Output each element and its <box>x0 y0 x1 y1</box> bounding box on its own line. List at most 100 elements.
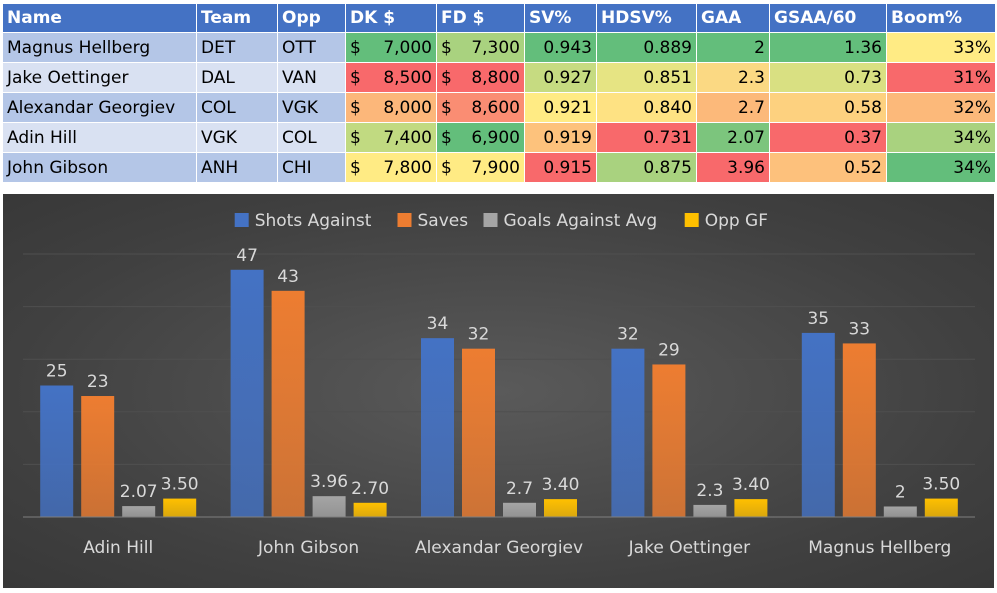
cell-team: COL <box>196 92 278 123</box>
cell-dk: $7,400 <box>345 122 437 153</box>
cell-opp: CHI <box>277 152 346 183</box>
data-label: 2.3 <box>696 481 723 501</box>
legend-swatch <box>397 213 412 227</box>
cell-boom: 32% <box>886 92 996 123</box>
cell-dk: $7,800 <box>345 152 437 183</box>
cell-team: DAL <box>196 62 278 93</box>
cell-team: ANH <box>196 152 278 183</box>
bar <box>734 499 768 517</box>
bar <box>40 385 74 517</box>
bar <box>81 396 115 517</box>
bar <box>801 332 835 517</box>
salary-value: 8,500 <box>383 67 432 88</box>
cell-fd: $8,600 <box>436 92 525 123</box>
data-label: 3.40 <box>732 475 770 495</box>
header-gsaa60: GSAA/60 <box>769 3 887 33</box>
category-label: John Gibson <box>257 538 359 558</box>
bar <box>312 496 346 517</box>
salary-value: 7,800 <box>383 157 432 178</box>
data-label: 33 <box>848 319 870 339</box>
table-row: Magnus Hellberg DET OTT $7,000 $7,300 0.943 0.… <box>2 32 996 63</box>
legend-label: Opp GF <box>705 211 768 231</box>
data-label: 2 <box>895 482 906 502</box>
cell-gaa: 2.7 <box>696 92 770 123</box>
currency-symbol: $ <box>441 97 452 118</box>
data-label: 32 <box>468 325 490 345</box>
table-header-row: Name Team Opp DK $ FD $ SV% HDSV% GAA GS… <box>2 3 996 33</box>
cell-sv: 0.943 <box>524 32 597 63</box>
bar <box>230 269 264 517</box>
cell-dk: $8,500 <box>345 62 437 93</box>
salary-value: 8,600 <box>471 97 520 118</box>
cell-name: Jake Oettinger <box>2 62 197 93</box>
cell-name: Magnus Hellberg <box>2 32 197 63</box>
table-row: John Gibson ANH CHI $7,800 $7,900 0.915 0.875 3… <box>2 152 996 183</box>
cell-boom: 31% <box>886 62 996 93</box>
cell-gsaa: 1.36 <box>769 32 887 63</box>
currency-symbol: $ <box>350 37 361 58</box>
header-hdsv-pct: HDSV% <box>596 3 697 33</box>
cell-team: VGK <box>196 122 278 153</box>
currency-symbol: $ <box>441 37 452 58</box>
bar <box>462 348 495 517</box>
cell-hdsv: 0.840 <box>596 92 697 123</box>
cell-fd: $6,900 <box>436 122 525 153</box>
cell-gsaa: 0.52 <box>769 152 887 183</box>
data-label: 34 <box>427 314 449 334</box>
header-sv-pct: SV% <box>524 3 597 33</box>
cell-hdsv: 0.731 <box>596 122 697 153</box>
data-label: 47 <box>236 246 258 266</box>
cell-boom: 34% <box>886 152 996 183</box>
legend-label: Shots Against <box>255 211 372 231</box>
salary-value: 8,800 <box>471 67 520 88</box>
table-row: Jake Oettinger DAL VAN $8,500 $8,800 0.927 0.8… <box>2 62 996 93</box>
salary-value: 8,000 <box>383 97 432 118</box>
bar <box>611 348 645 517</box>
bar <box>544 499 577 517</box>
category-label: Jake Oettinger <box>628 538 750 558</box>
cell-sv: 0.921 <box>524 92 597 123</box>
currency-symbol: $ <box>441 67 452 88</box>
bar <box>353 502 387 517</box>
table-row: Adin Hill VGK COL $7,400 $6,900 0.919 0.731 2.0… <box>2 122 996 153</box>
cell-gsaa: 0.73 <box>769 62 887 93</box>
salary-value: 7,000 <box>383 37 432 58</box>
cell-boom: 34% <box>886 122 996 153</box>
salary-value: 7,300 <box>471 37 520 58</box>
category-label: Adin Hill <box>83 538 153 558</box>
cell-fd: $8,800 <box>436 62 525 93</box>
bar <box>271 290 305 517</box>
header-boom-pct: Boom% <box>886 3 996 33</box>
cell-fd: $7,300 <box>436 32 525 63</box>
legend-swatch <box>483 213 498 227</box>
salary-value: 6,900 <box>471 127 520 148</box>
header-gaa: GAA <box>696 3 770 33</box>
cell-hdsv: 0.851 <box>596 62 697 93</box>
cell-gsaa: 0.58 <box>769 92 887 123</box>
category-label: Magnus Hellberg <box>808 538 951 558</box>
bar <box>163 498 197 517</box>
goalie-stats-table: Name Team Opp DK $ FD $ SV% HDSV% GAA GS… <box>2 3 996 183</box>
cell-sv: 0.927 <box>524 62 597 93</box>
cell-boom: 33% <box>886 32 996 63</box>
bar <box>421 338 454 517</box>
cell-opp: COL <box>277 122 346 153</box>
category-label: Alexandar Georgiev <box>415 538 583 558</box>
cell-opp: VGK <box>277 92 346 123</box>
cell-name: Alexandar Georgiev <box>2 92 197 123</box>
legend-label: Saves <box>418 211 469 231</box>
data-label: 2.7 <box>506 479 533 499</box>
bar <box>693 504 727 517</box>
legend-swatch <box>684 213 699 227</box>
currency-symbol: $ <box>441 157 452 178</box>
currency-symbol: $ <box>441 127 452 148</box>
data-label: 2.70 <box>351 479 389 499</box>
cell-hdsv: 0.875 <box>596 152 697 183</box>
bar <box>503 502 536 517</box>
bar <box>924 498 958 517</box>
bar-chart-panel: Shots Against Saves Goals Against Avg Opp G… <box>3 194 994 588</box>
header-name: Name <box>2 3 197 33</box>
data-label: 3.40 <box>542 475 580 495</box>
bar <box>652 364 686 517</box>
cell-opp: OTT <box>277 32 346 63</box>
